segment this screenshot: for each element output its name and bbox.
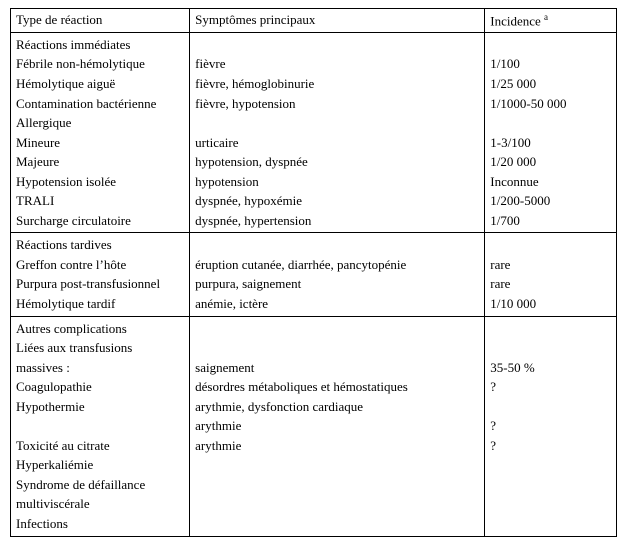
row-type: Majeure bbox=[16, 152, 184, 172]
section-immediate-sym-cell: fièvre fièvre, hémoglobinurie fièvre, hy… bbox=[190, 32, 485, 232]
row-type: Hyperkaliémie bbox=[16, 455, 184, 475]
section-other-row: Autres complications Liées aux transfusi… bbox=[11, 316, 617, 536]
header-symptoms: Symptômes principaux bbox=[190, 9, 485, 33]
row-sym: éruption cutanée, diarrhée, pancytopénie bbox=[195, 255, 479, 275]
section-immediate-inc-cell: 1/100 1/25 000 1/1000-50 000 1-3/100 1/2… bbox=[485, 32, 617, 232]
row-type: Allergique bbox=[16, 113, 184, 133]
section-late-title: Réactions tardives bbox=[16, 235, 184, 255]
row-type: Hypotension isolée bbox=[16, 172, 184, 192]
row-type: Hémolytique aiguë bbox=[16, 74, 184, 94]
row-type: Infections bbox=[16, 514, 184, 534]
row-inc: ? bbox=[490, 377, 611, 397]
row-inc: ? bbox=[490, 436, 611, 456]
row-inc: 35-50 % bbox=[490, 358, 611, 378]
row-sym: hypotension, dyspnée bbox=[195, 152, 479, 172]
row-sym: saignement bbox=[195, 358, 479, 378]
row-type: TRALI bbox=[16, 191, 184, 211]
row-sym: désordres métaboliques et hémostatiques bbox=[195, 377, 479, 397]
row-type: multiviscérale bbox=[16, 494, 184, 514]
row-inc: 1/100 bbox=[490, 54, 611, 74]
row-inc: ? bbox=[490, 416, 611, 436]
row-sym: fièvre, hémoglobinurie bbox=[195, 74, 479, 94]
section-immediate-row: Réactions immédiates Fébrile non-hémolyt… bbox=[11, 32, 617, 232]
row-type bbox=[16, 416, 184, 436]
row-type: Fébrile non-hémolytique bbox=[16, 54, 184, 74]
section-immediate-type-cell: Réactions immédiates Fébrile non-hémolyt… bbox=[11, 32, 190, 232]
row-sym: arythmie bbox=[195, 416, 479, 436]
row-type: Hémolytique tardif bbox=[16, 294, 184, 314]
header-incidence-text: Incidence bbox=[490, 13, 544, 28]
row-sym: hypotension bbox=[195, 172, 479, 192]
header-incidence-sup: a bbox=[544, 12, 548, 22]
row-type: Contamination bactérienne bbox=[16, 94, 184, 114]
row-type: Surcharge circulatoire bbox=[16, 211, 184, 231]
section-late-type-cell: Réactions tardives Greffon contre l’hôte… bbox=[11, 233, 190, 316]
row-inc: 1/200-5000 bbox=[490, 191, 611, 211]
header-type: Type de réaction bbox=[11, 9, 190, 33]
row-inc: 1/10 000 bbox=[490, 294, 611, 314]
row-sym: urticaire bbox=[195, 133, 479, 153]
row-type: massives : bbox=[16, 358, 184, 378]
section-late-inc-cell: rare rare 1/10 000 bbox=[485, 233, 617, 316]
page: Type de réaction Symptômes principaux In… bbox=[0, 0, 627, 521]
row-type: Liées aux transfusions bbox=[16, 338, 184, 358]
row-sym: arythmie bbox=[195, 436, 479, 456]
row-inc: rare bbox=[490, 274, 611, 294]
section-late-sym-cell: éruption cutanée, diarrhée, pancytopénie… bbox=[190, 233, 485, 316]
row-type: Mineure bbox=[16, 133, 184, 153]
row-type: Greffon contre l’hôte bbox=[16, 255, 184, 275]
row-inc: 1-3/100 bbox=[490, 133, 611, 153]
row-sym: dyspnée, hypoxémie bbox=[195, 191, 479, 211]
section-other-sym-cell: saignement désordres métaboliques et hém… bbox=[190, 316, 485, 536]
row-sym: arythmie, dysfonction cardiaque bbox=[195, 397, 479, 417]
row-inc: Inconnue bbox=[490, 172, 611, 192]
row-type: Purpura post-transfusionnel bbox=[16, 274, 184, 294]
row-type: Coagulopathie bbox=[16, 377, 184, 397]
row-inc: rare bbox=[490, 255, 611, 275]
row-inc: 1/25 000 bbox=[490, 74, 611, 94]
section-late-row: Réactions tardives Greffon contre l’hôte… bbox=[11, 233, 617, 316]
header-incidence: Incidence a bbox=[485, 9, 617, 33]
row-sym: dyspnée, hypertension bbox=[195, 211, 479, 231]
row-type: Toxicité au citrate bbox=[16, 436, 184, 456]
section-immediate-title: Réactions immédiates bbox=[16, 35, 184, 55]
section-other-inc-cell: 35-50 % ? ? ? bbox=[485, 316, 617, 536]
reactions-table: Type de réaction Symptômes principaux In… bbox=[10, 8, 617, 537]
table-header-row: Type de réaction Symptômes principaux In… bbox=[11, 9, 617, 33]
row-sym: fièvre, hypotension bbox=[195, 94, 479, 114]
row-sym: fièvre bbox=[195, 54, 479, 74]
row-type: Hypothermie bbox=[16, 397, 184, 417]
section-other-type-cell: Autres complications Liées aux transfusi… bbox=[11, 316, 190, 536]
row-type: Syndrome de défaillance bbox=[16, 475, 184, 495]
row-inc: 1/700 bbox=[490, 211, 611, 231]
row-inc: 1/1000-50 000 bbox=[490, 94, 611, 114]
row-sym: purpura, saignement bbox=[195, 274, 479, 294]
row-inc: 1/20 000 bbox=[490, 152, 611, 172]
row-sym: anémie, ictère bbox=[195, 294, 479, 314]
section-other-title: Autres complications bbox=[16, 319, 184, 339]
